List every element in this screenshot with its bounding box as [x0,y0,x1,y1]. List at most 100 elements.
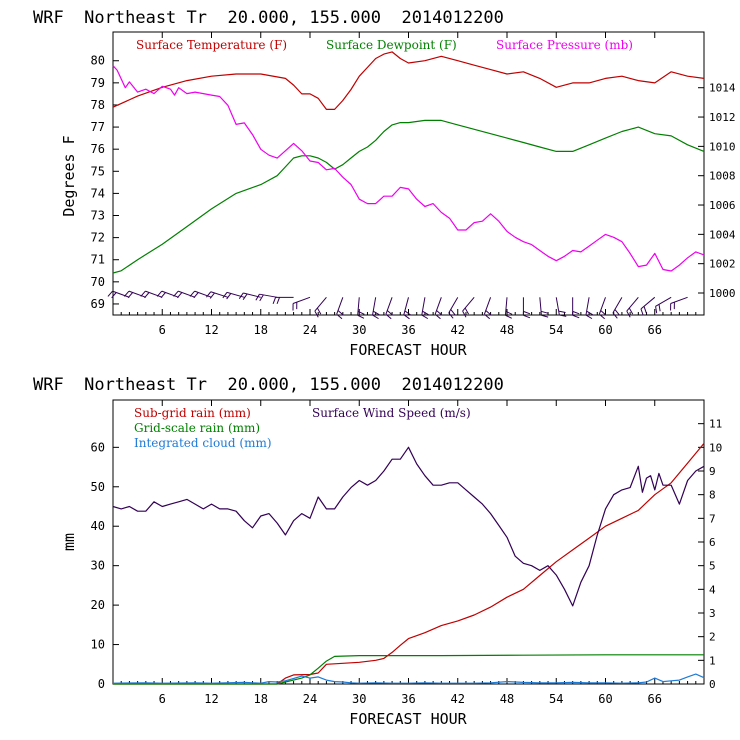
wind-barb [640,296,656,316]
top-x-tick-label: 48 [500,323,514,337]
top-y-tick-label: 72 [91,231,105,245]
top-x-tick-label: 18 [254,323,268,337]
bottom-y2-tick-label: 0 [709,678,716,691]
bottom-x-tick-label: 36 [401,692,415,706]
wind-barb [222,291,245,300]
top-x-tick-label: 12 [204,323,218,337]
top-y-tick-label: 70 [91,275,105,289]
top-y2-tick-label: 1008 [709,170,736,183]
wind-barb [156,290,179,299]
top-x-tick-label: 54 [549,323,563,337]
wind-barb [173,290,196,299]
top-y-axis-title: Degrees F [60,135,78,216]
legend-surface-pressure: Surface Pressure (mb) [496,38,633,52]
wind-barb [483,297,492,320]
top-y-tick-label: 73 [91,209,105,223]
wind-barb [357,297,365,319]
top-y2-tick-label: 1010 [709,140,736,153]
bottom-y-axis-title: mm [60,533,78,551]
top-y-tick-label: 77 [91,120,105,134]
bottom-y2-tick-label: 6 [709,536,716,549]
top-y-tick-label: 80 [91,54,105,68]
wind-barb [372,297,380,320]
wind-barb [314,296,327,318]
bottom-y2-tick-label: 11 [709,418,722,431]
wind-barb [655,296,672,314]
bottom-y-tick-label: 40 [91,519,105,533]
wind-barb [448,297,459,319]
series-line-integrated-cloud [112,673,705,684]
bottom-y-tick-label: 10 [91,638,105,652]
bottom-y2-tick-label: 8 [709,489,716,502]
bottom-y2-tick-label: 4 [709,583,716,596]
top-y2-tick-label: 1004 [709,228,736,241]
wind-barb [403,297,411,320]
bottom-x-tick-label: 24 [303,692,317,706]
legend-integrated-cloud: Integrated cloud (mm) [134,436,272,450]
top-x-tick-label: 36 [401,323,415,337]
bottom-y2-tick-label: 7 [709,512,716,525]
wind-barb [255,293,278,302]
wind-barb [462,296,475,318]
bottom-y2-tick-label: 3 [709,607,716,620]
series-line-surface-dewpoint [112,119,705,274]
bottom-y2-tick-label: 1 [709,654,716,667]
wind-barb [123,290,147,299]
legend-surface-temperature: Surface Temperature (F) [136,38,287,52]
series-line-sub-grid-rain [113,443,705,685]
legend-surface-wind-speed: Surface Wind Speed (m/s) [312,406,471,420]
bottom-y-tick-label: 20 [91,598,105,612]
wind-barb [189,290,212,299]
top-y-tick-label: 74 [91,186,105,200]
top-x-tick-label: 60 [598,323,612,337]
top-panel-title: WRF Northeast Tr 20.000, 155.000 2014012… [33,8,504,28]
wind-barb [272,296,294,305]
bottom-x-tick-label: 30 [352,692,366,706]
wind-barb [434,297,443,320]
wind-barb [670,296,688,311]
wind-barb [585,297,593,320]
bottom-y-tick-label: 60 [91,440,105,454]
bottom-y2-tick-label: 2 [709,631,716,644]
top-y-tick-label: 71 [91,253,105,267]
series-line-grid-scale-rain [113,654,704,685]
top-y-tick-label: 79 [91,76,105,90]
legend-grid-scale-rain: Grid-scale rain (mm) [134,421,260,435]
top-y-tick-label: 76 [91,142,105,156]
wind-barb [626,296,639,318]
top-y-tick-label: 78 [91,98,105,112]
top-y2-tick-label: 1012 [709,111,736,124]
bottom-y-tick-label: 0 [98,677,105,691]
legend-surface-dewpoint: Surface Dewpoint (F) [326,38,457,52]
top-y2-tick-label: 1014 [709,82,736,95]
top-series [112,51,705,274]
wind-barb [336,297,344,320]
wind-barb [107,290,130,299]
wind-barb [612,297,623,319]
top-x-tick-label: 42 [451,323,465,337]
top-x-tick-label: 30 [352,323,366,337]
bottom-x-tick-label: 42 [451,692,465,706]
top-y2-tick-label: 1002 [709,258,736,271]
wind-barb [504,297,513,319]
bottom-panel-title: WRF Northeast Tr 20.000, 155.000 2014012… [33,375,504,395]
wind-barb [206,291,229,299]
bottom-y2-tick-label: 9 [709,465,716,478]
bottom-x-tick-label: 6 [159,692,166,706]
bottom-y-tick-label: 50 [91,480,105,494]
top-x-axis-title: FORECAST HOUR [349,341,467,359]
wind-barb [140,290,163,299]
top-wind-barbs [107,290,688,320]
bottom-x-tick-label: 66 [648,692,662,706]
top-panel: WRF Northeast Tr 20.000, 155.000 2014012… [33,8,736,359]
bottom-y2-tick-label: 5 [709,560,716,573]
wind-barb [539,297,549,318]
series-line-surface-temperature [112,51,705,110]
bottom-panel: WRF Northeast Tr 20.000, 155.000 2014012… [33,375,722,728]
bottom-x-tick-label: 12 [204,692,218,706]
wind-barb [522,297,531,319]
wind-barb [555,297,567,317]
top-x-tick-label: 6 [159,323,166,337]
